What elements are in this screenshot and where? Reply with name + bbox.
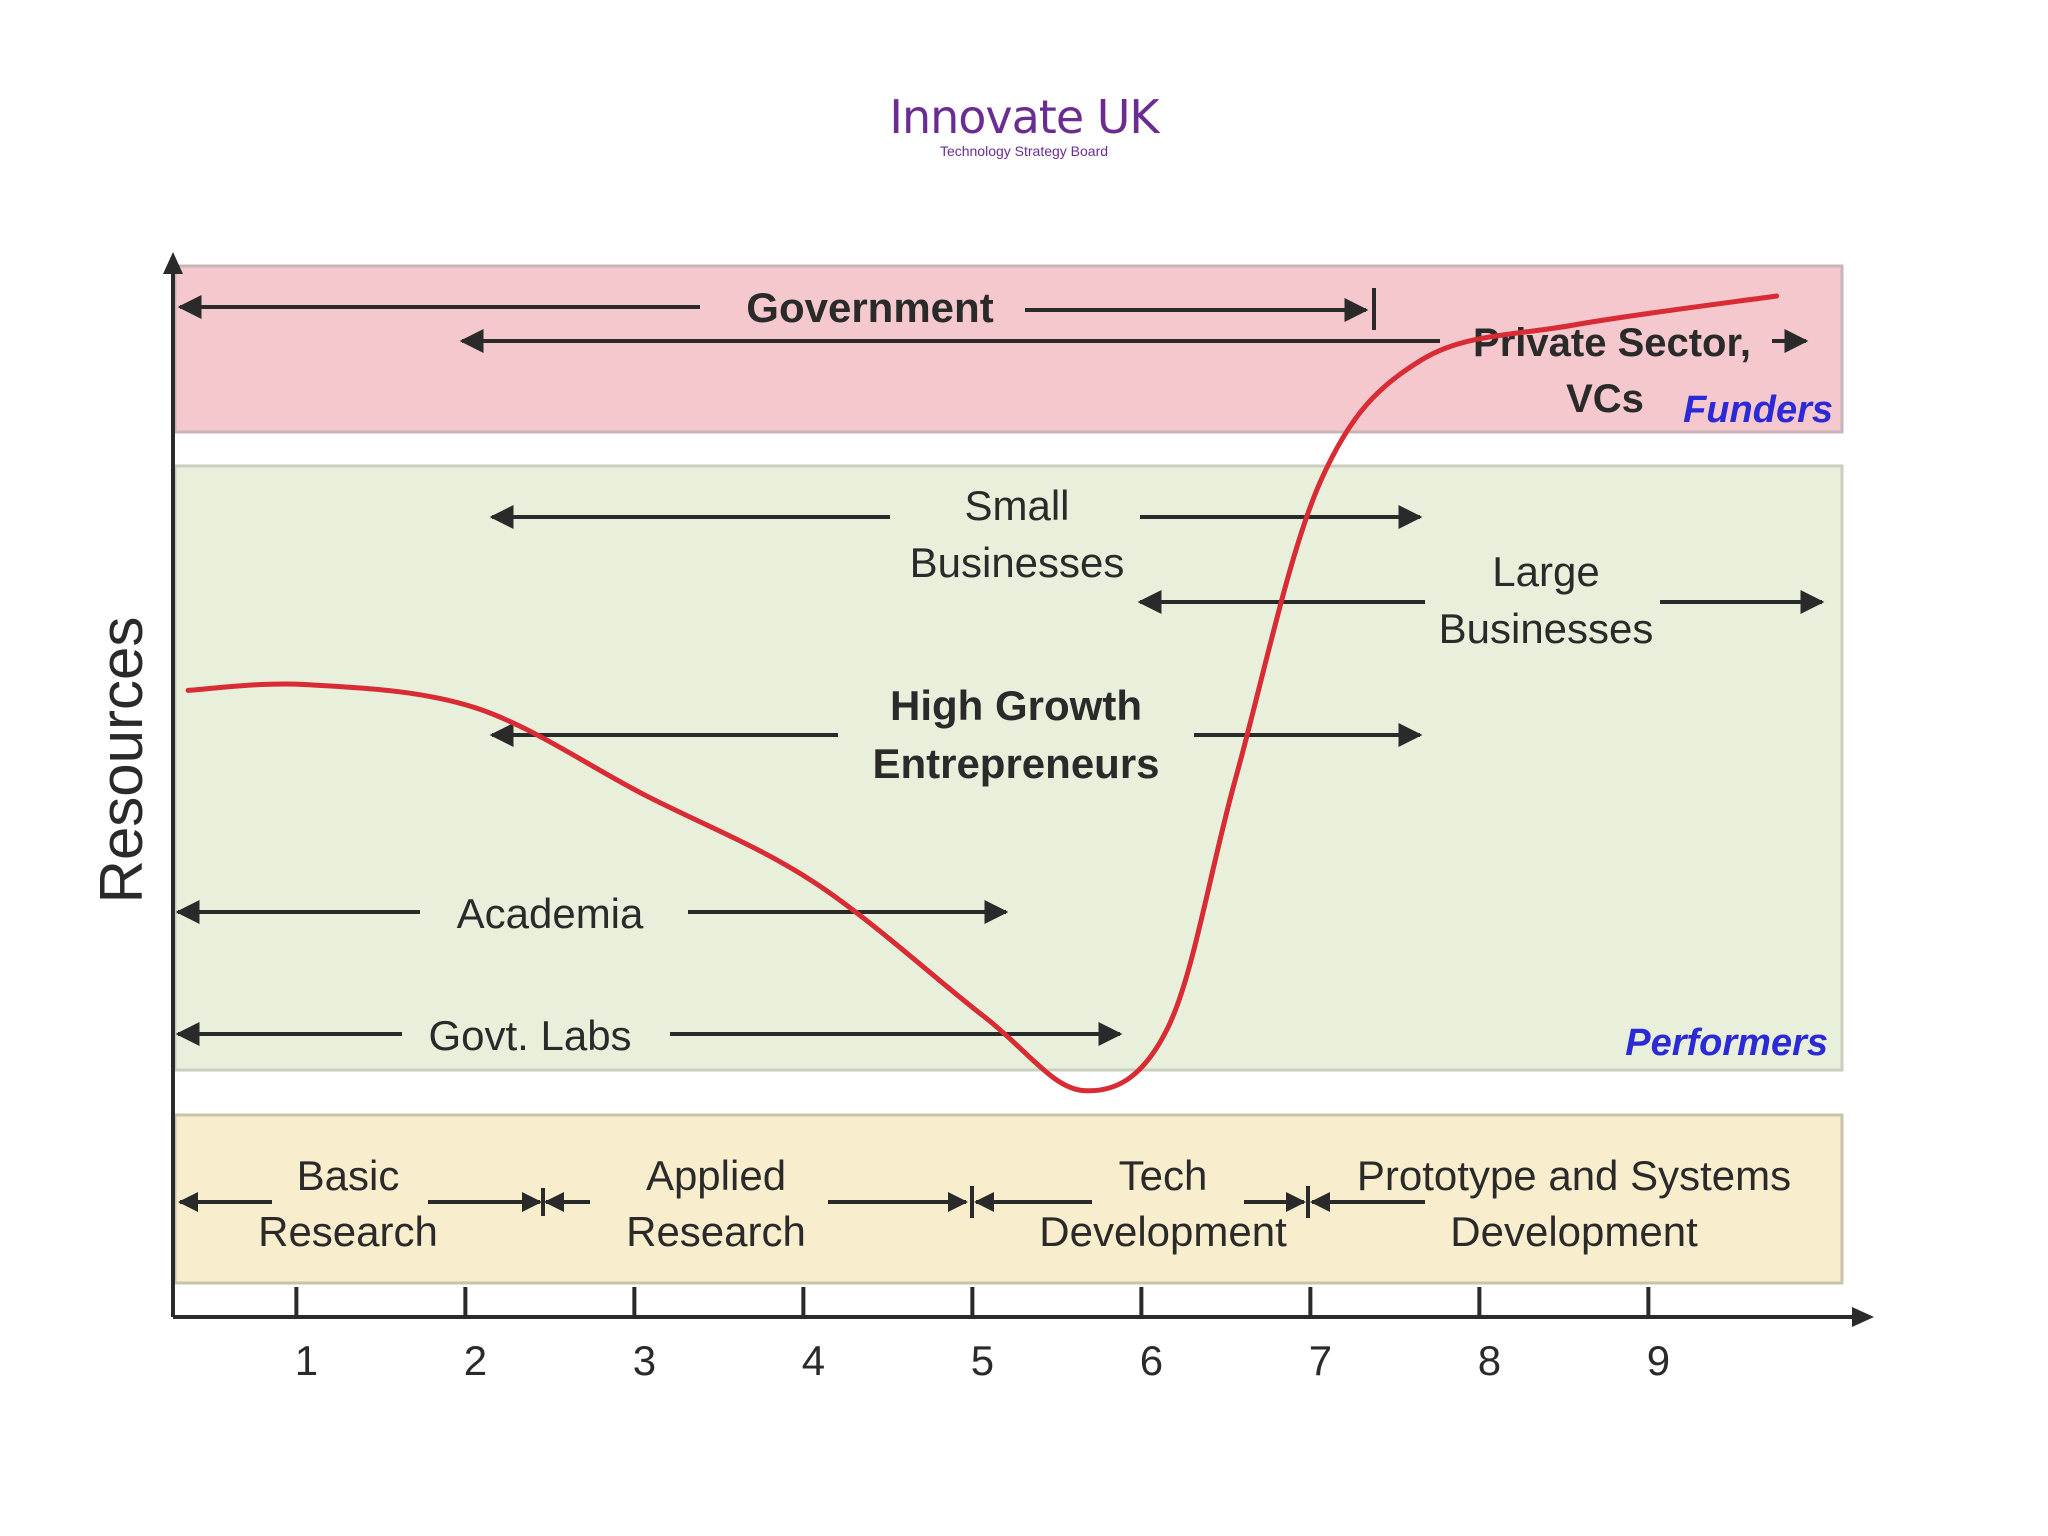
innovate-uk-logo: Innovate UK Technology Strategy Board	[0, 92, 2048, 160]
tech-development-label-line1: Tech	[1119, 1152, 1208, 1199]
funders-band	[173, 264, 1844, 434]
x-tick-label: 7	[1309, 1337, 1332, 1384]
stages-band	[173, 1113, 1844, 1285]
prototype-label-line2: Development	[1450, 1208, 1698, 1255]
x-tick-label: 5	[971, 1337, 994, 1384]
funders-zone-label: Funders	[1683, 389, 1833, 431]
high-growth-label-line2: Entrepreneurs	[872, 740, 1159, 787]
logo-subtitle: Technology Strategy Board	[939, 143, 1109, 159]
applied-research-label-line1: Applied	[646, 1152, 786, 1199]
x-tick-label: 4	[802, 1337, 825, 1384]
x-axis-arrowhead	[1852, 1307, 1874, 1327]
x-tick-label: 1	[295, 1337, 318, 1384]
tech-development-label-line2: Development	[1039, 1208, 1287, 1255]
large-business-label-line1: Large	[1492, 548, 1599, 595]
large-business-label-line2: Businesses	[1439, 605, 1654, 652]
basic-research-label-line1: Basic	[297, 1152, 400, 1199]
small-business-label-line2: Businesses	[910, 539, 1125, 586]
prototype-label-line1: Prototype and Systems	[1357, 1152, 1791, 1199]
y-axis-arrowhead	[163, 252, 183, 274]
private-sector-label-line1: Private Sector,	[1473, 321, 1751, 365]
high-growth-label-line1: High Growth	[890, 682, 1142, 729]
applied-research-label-line2: Research	[626, 1208, 806, 1255]
x-tick-label: 9	[1647, 1337, 1670, 1384]
resource-curve	[185, 293, 1780, 1094]
x-tick-label: 6	[1140, 1337, 1163, 1384]
x-tick-label: 8	[1478, 1337, 1501, 1384]
x-tick-label: 3	[633, 1337, 656, 1384]
x-ticks: 1 2 3 4 5 6 7 8 9	[294, 1287, 1670, 1384]
y-axis-label: Resources	[88, 617, 155, 904]
govt-labs-label: Govt. Labs	[428, 1012, 631, 1059]
academia-label: Academia	[457, 890, 644, 937]
x-tick-label: 2	[464, 1337, 487, 1384]
basic-research-label-line2: Research	[258, 1208, 438, 1255]
performers-zone-label: Performers	[1625, 1022, 1828, 1064]
logo-name: Innovate UK	[889, 90, 1159, 144]
government-label: Government	[746, 284, 993, 331]
private-sector-label-line2: VCs	[1566, 377, 1644, 421]
performers-band	[173, 464, 1844, 1072]
small-business-label-line1: Small	[964, 482, 1069, 529]
